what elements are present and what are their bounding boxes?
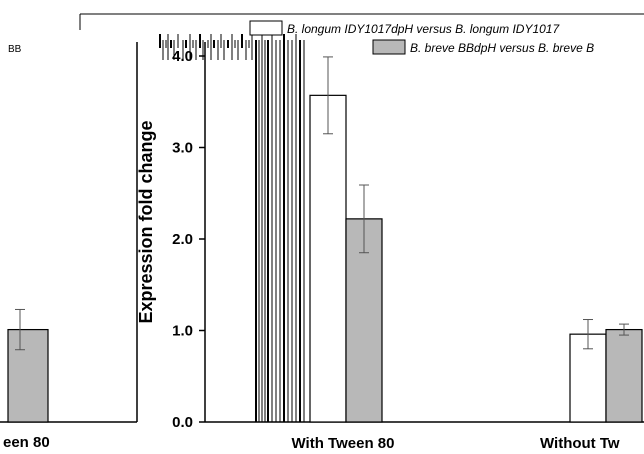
error-bar [323, 56, 333, 135]
category-label-without: Without Tw [540, 435, 620, 452]
left-fragment-header: BB [8, 44, 22, 55]
y-tick-label: 2.0 [172, 231, 193, 248]
y-tick-label: 3.0 [172, 140, 193, 157]
legend-swatch-longum [249, 20, 283, 36]
error-bar [359, 184, 369, 254]
left-fragment-category-label: een 80 [3, 434, 50, 451]
y-tick-label: 0.0 [172, 414, 193, 431]
rendering-artifact [159, 34, 305, 422]
y-axis-label: Expression fold change [136, 120, 156, 323]
bars [309, 56, 643, 423]
category-label-with-tween-80: With Tween 80 [292, 435, 395, 452]
bar-series-1-1 [605, 328, 643, 423]
legend-label-breve: B. breve BBdpH versus B. breve B [410, 41, 594, 55]
legend: B. longum IDY1017dpH versus B. longum ID… [79, 13, 644, 55]
legend-label-longum: B. longum IDY1017dpH versus B. longum ID… [287, 22, 560, 36]
y-ticks: 0.0 1.0 2.0 3.0 4.0 [172, 48, 205, 431]
error-bar [583, 319, 593, 350]
left-panel-fragment: een 80 BB [0, 42, 138, 451]
left-fragment-error-bar [15, 308, 25, 351]
left-fragment-bar [7, 328, 49, 423]
y-tick-label: 4.0 [172, 48, 193, 65]
bar-series-0-0 [309, 94, 347, 423]
y-tick-label: 1.0 [172, 323, 193, 340]
error-bar [619, 323, 629, 336]
legend-swatch-breve [372, 39, 406, 55]
